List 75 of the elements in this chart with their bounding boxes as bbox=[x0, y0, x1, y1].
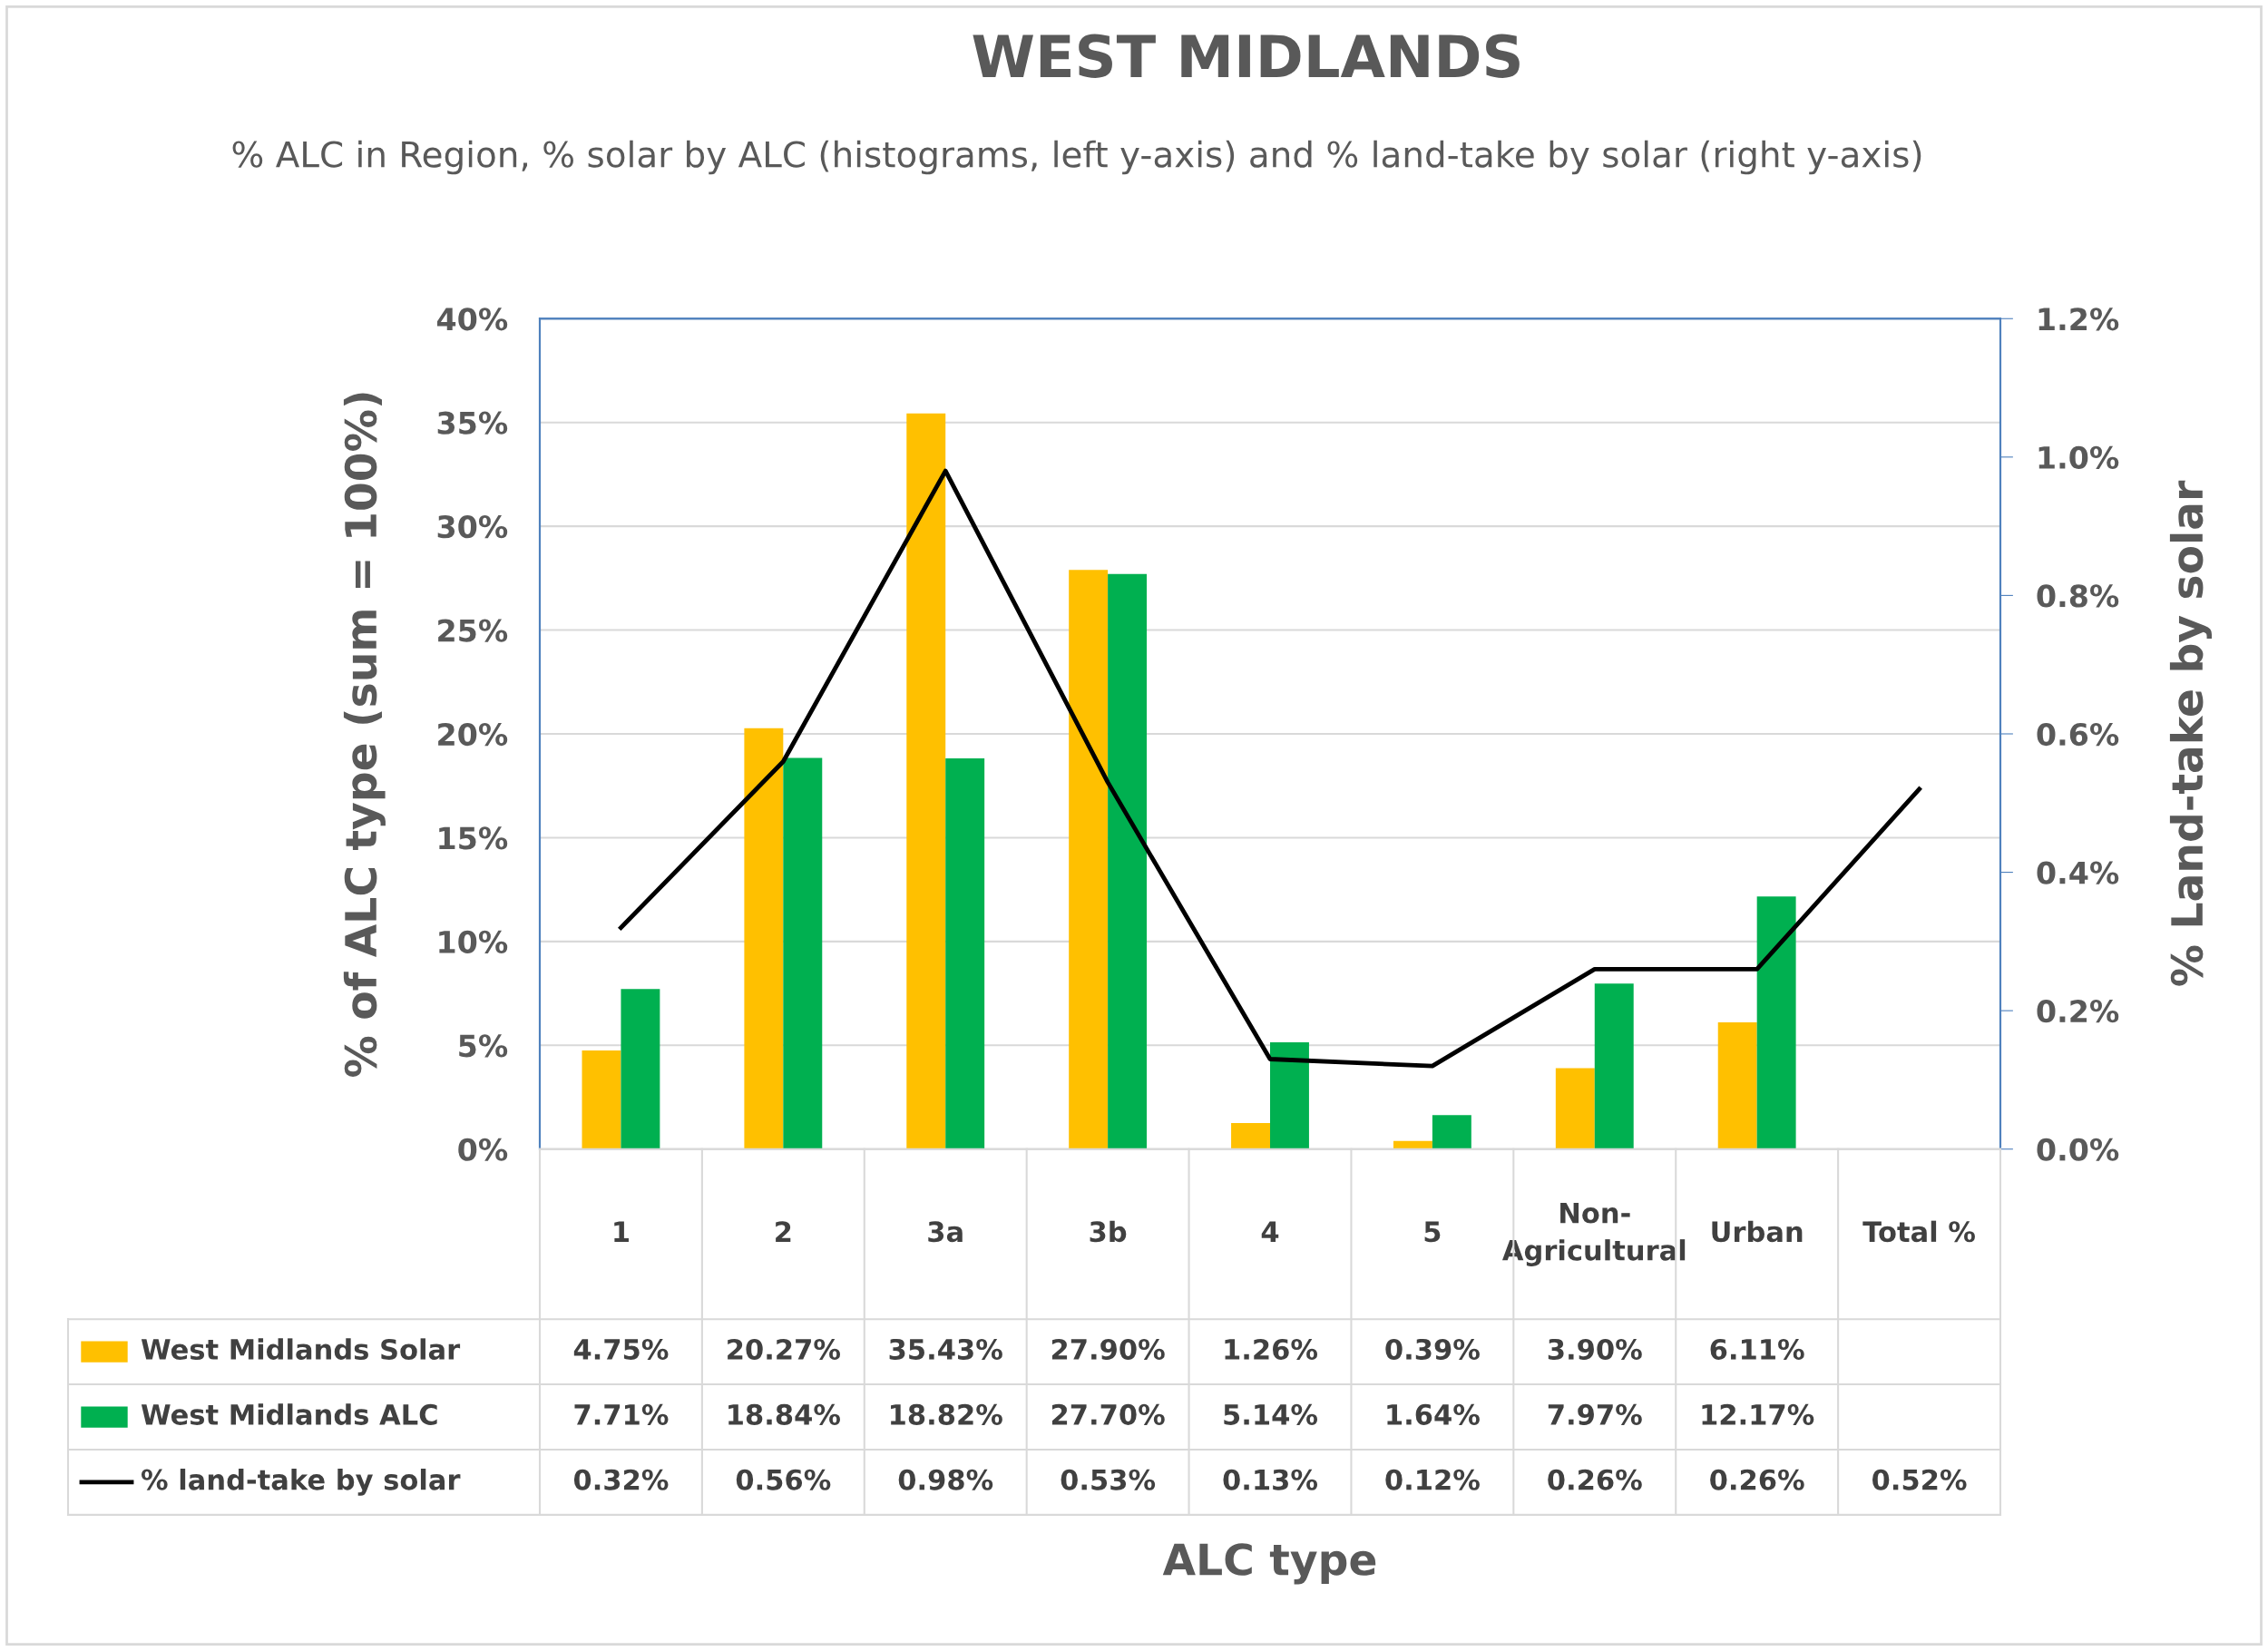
x-tick-label: 3a bbox=[928, 1221, 963, 1243]
data-label: 12.17% bbox=[1702, 1403, 1814, 1425]
bar bbox=[1594, 983, 1634, 1149]
data-label: 4.75% bbox=[573, 1338, 669, 1360]
text: ALC type bbox=[1162, 1543, 1376, 1585]
data-label: 0.26% bbox=[1548, 1469, 1642, 1490]
y-axis-title: % of ALC type (sum = 100%) bbox=[343, 393, 386, 1077]
legend-label: West Midlands ALC bbox=[141, 1403, 437, 1425]
data-label: 0.13% bbox=[1223, 1469, 1318, 1490]
x-tick-label: 4 bbox=[1261, 1221, 1279, 1242]
y-tick-label: 25% bbox=[438, 619, 508, 642]
y2-tick-label: 0.6% bbox=[2037, 722, 2119, 747]
y2-tick-label: 0.0% bbox=[2037, 1138, 2119, 1161]
data-label: 1.26% bbox=[1225, 1338, 1318, 1360]
data-label: 35.43% bbox=[889, 1338, 1002, 1360]
legend-label: % land-take by solar bbox=[141, 1469, 461, 1496]
data-label: 18.84% bbox=[728, 1403, 840, 1425]
data-label: 20.27% bbox=[728, 1338, 840, 1360]
bar bbox=[1717, 1021, 1757, 1149]
data-label: 0.98% bbox=[898, 1469, 993, 1490]
y-tick-label: 5% bbox=[459, 1034, 508, 1058]
bar bbox=[1432, 1115, 1471, 1149]
y-tick-label: 20% bbox=[438, 722, 508, 747]
y2-axis-title: % Land-take by solar bbox=[2169, 480, 2212, 986]
y2-tick-label: 0.8% bbox=[2037, 584, 2119, 608]
chart-title: WEST MIDLANDS bbox=[973, 34, 1520, 78]
data-label: 1.64% bbox=[1387, 1403, 1480, 1425]
chart-subtitle: % ALC in Region, % solar by ALC (histograms, left y-axis) and % land-take by solar (right y-axis) bbox=[232, 140, 1921, 175]
x-tick-label: 5 bbox=[1424, 1221, 1441, 1243]
bar bbox=[1069, 570, 1109, 1149]
y-tick-label: 10% bbox=[439, 930, 508, 953]
data-label: 3.90% bbox=[1548, 1338, 1642, 1360]
bar bbox=[1756, 896, 1796, 1149]
bar bbox=[744, 728, 784, 1149]
data-label: 27.90% bbox=[1051, 1338, 1165, 1360]
legend-label: West Midlands Solar bbox=[141, 1338, 461, 1360]
bar bbox=[1555, 1068, 1595, 1149]
bar bbox=[1231, 1122, 1270, 1149]
bar bbox=[1393, 1140, 1432, 1149]
y2-tick-label: 0.2% bbox=[2037, 1000, 2119, 1023]
x-tick-label: 2 bbox=[776, 1221, 791, 1242]
line-series bbox=[619, 468, 1921, 1069]
y-tick-label: 40% bbox=[436, 308, 508, 331]
bar bbox=[945, 758, 985, 1149]
x-tick-label: Urban bbox=[1712, 1220, 1803, 1243]
bar bbox=[1270, 1042, 1309, 1149]
data-label: 0.56% bbox=[736, 1469, 831, 1490]
data-label: 6.11% bbox=[1710, 1338, 1804, 1360]
bar bbox=[906, 413, 946, 1149]
y-tick-label: 35% bbox=[437, 411, 508, 435]
data-label: 7.71% bbox=[574, 1403, 669, 1425]
x-tick-label: Total % bbox=[1862, 1220, 1975, 1243]
y-tick-label: 15% bbox=[439, 826, 508, 850]
x-tick-label: 3b bbox=[1090, 1220, 1127, 1243]
data-label: 0.39% bbox=[1385, 1338, 1480, 1360]
data-label: 0.32% bbox=[573, 1469, 669, 1490]
data-label: 5.14% bbox=[1224, 1403, 1318, 1425]
bar bbox=[621, 989, 660, 1149]
bar bbox=[1108, 573, 1148, 1149]
y-tick-label: 30% bbox=[437, 515, 508, 539]
y-tick-label: 0% bbox=[458, 1138, 508, 1161]
data-label: 0.26% bbox=[1710, 1469, 1804, 1490]
x-tick-label: 1 bbox=[614, 1221, 629, 1242]
y2-tick-label: 0.4% bbox=[2037, 861, 2119, 884]
y2-tick-label: 1.0% bbox=[2038, 445, 2119, 469]
x-tick-label: Non-Agricultural bbox=[1501, 1202, 1686, 1266]
data-label: 0.53% bbox=[1061, 1469, 1156, 1490]
bar bbox=[582, 1050, 621, 1149]
data-label: 0.52% bbox=[1872, 1469, 1967, 1490]
data-label: 18.82% bbox=[891, 1403, 1002, 1425]
y2-tick-label: 1.2% bbox=[2038, 308, 2119, 331]
data-label: 7.97% bbox=[1548, 1403, 1642, 1425]
bar bbox=[783, 757, 823, 1149]
data-label: 0.12% bbox=[1385, 1469, 1480, 1490]
data-label: 27.70% bbox=[1051, 1403, 1165, 1425]
